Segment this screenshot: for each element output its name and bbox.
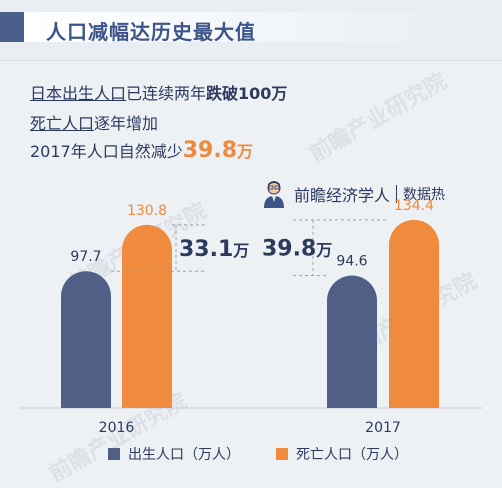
title-background (24, 12, 502, 42)
person-icon (264, 181, 284, 208)
summary-line-3: 2017年人口自然减少39.8万 (30, 138, 253, 163)
births-mid: 已连续两年 (126, 84, 207, 103)
x-tick-label-2017: 2017 (365, 420, 401, 436)
divider (0, 60, 502, 61)
title-bar: 人口减幅达历史最大值 (0, 0, 502, 60)
legend-swatch-births (108, 448, 120, 460)
difference-label-2016: 33.1万 (179, 237, 249, 262)
bar-births-2017 (327, 275, 377, 408)
brand-subtitle: 数据热 (403, 187, 446, 203)
bar-deaths-2016 (122, 224, 172, 408)
decrease-number: 39.8 (182, 138, 238, 163)
brand-separator (396, 185, 398, 203)
data-label-deaths-2016: 130.8 (127, 203, 167, 219)
brand: 前瞻经济学人 数据热 (262, 180, 445, 208)
decrease-unit: 万 (237, 142, 254, 161)
births-highlight: 跌破100万 (206, 84, 288, 103)
legend-swatch-deaths (276, 448, 288, 460)
decrease-text: 2017年人口自然减少 (30, 142, 183, 161)
summary-line-2: 死亡人口逐年增加 (30, 110, 158, 134)
legend-item-deaths: 死亡人口（万人） (276, 444, 408, 464)
difference-unit-2017: 万 (315, 241, 332, 260)
difference-label-2017: 39.8万 (262, 237, 332, 262)
difference-unit-2016: 万 (232, 241, 249, 260)
data-label-deaths-2017: 134.4 (394, 198, 434, 214)
data-label-births-2017: 94.6 (336, 254, 367, 270)
legend-item-births: 出生人口（万人） (108, 444, 240, 464)
title-accent (0, 12, 24, 42)
legend-label-deaths: 死亡人口（万人） (296, 447, 408, 463)
summary-line-1: 日本出生人口已连续两年跌破100万 (30, 80, 287, 104)
deaths-rest: 逐年增加 (94, 114, 159, 133)
brand-name: 前瞻经济学人 (294, 186, 391, 205)
legend-label-births: 出生人口（万人） (128, 447, 240, 463)
births-label: 日本出生人口 (30, 84, 127, 103)
data-label-births-2016: 97.7 (70, 249, 101, 265)
bar-deaths-2017 (389, 219, 439, 408)
page-title: 人口减幅达历史最大值 (46, 20, 256, 44)
deaths-label: 死亡人口 (30, 114, 95, 133)
x-tick-label-2016: 2016 (99, 420, 135, 436)
bar-births-2016 (61, 271, 111, 408)
